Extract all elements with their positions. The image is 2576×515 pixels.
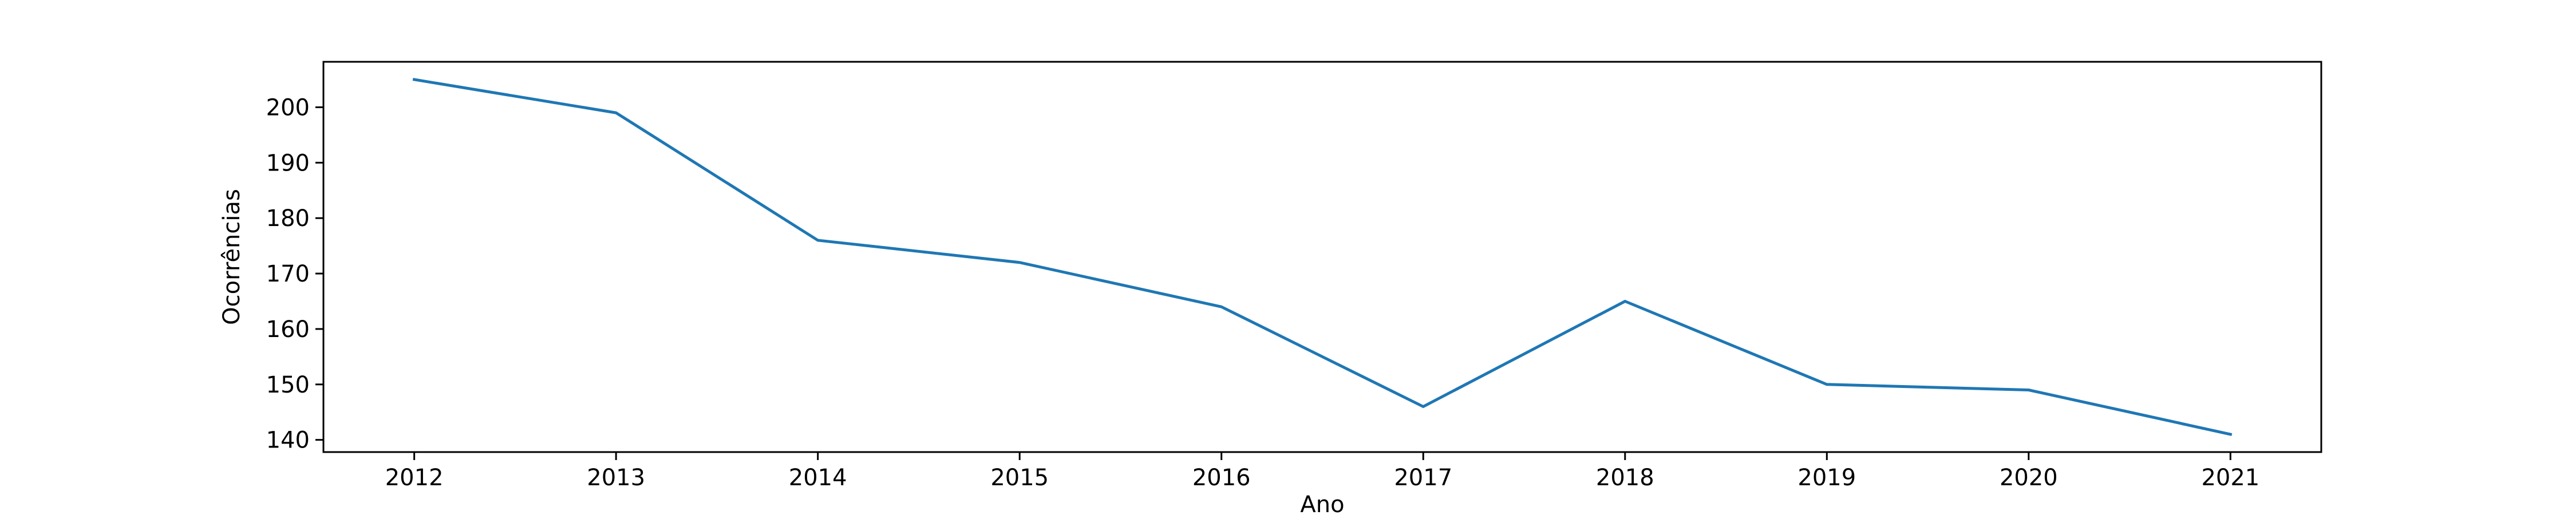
y-tick-label: 140 — [266, 427, 310, 454]
series-line — [412, 78, 2233, 436]
x-tick-label: 2016 — [1192, 465, 1251, 491]
y-tick-label: 170 — [266, 261, 310, 287]
y-axis-label: Ocorrências — [219, 189, 245, 325]
y-tick-label: 160 — [266, 316, 310, 343]
x-tick-label: 2015 — [990, 465, 1049, 491]
x-tick-label: 2017 — [1394, 465, 1452, 491]
y-tick-label: 190 — [266, 150, 310, 176]
x-axis-label: Ano — [1300, 492, 1344, 515]
x-tick-label: 2012 — [385, 465, 444, 491]
axes-layer: 2012 2013 2014 2015 2016 2017 2018 2019 2020 2021… — [266, 61, 2322, 491]
y-tick-label: 150 — [266, 372, 310, 398]
y-tick-label: 180 — [266, 205, 310, 232]
y-tick-label: 200 — [266, 94, 310, 121]
x-tick-label: 2021 — [2201, 465, 2259, 491]
x-tick-label: 2019 — [1797, 465, 1856, 491]
axes-frame — [322, 61, 2322, 453]
x-tick-label: 2018 — [1596, 465, 1654, 491]
plot-layer — [412, 78, 2233, 436]
x-tick-label: 2020 — [2000, 465, 2058, 491]
x-tick-label: 2014 — [789, 465, 847, 491]
x-tick-label: 2013 — [587, 465, 645, 491]
